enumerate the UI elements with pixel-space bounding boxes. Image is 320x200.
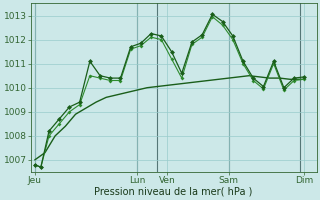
X-axis label: Pression niveau de la mer( hPa ): Pression niveau de la mer( hPa ) <box>94 187 253 197</box>
